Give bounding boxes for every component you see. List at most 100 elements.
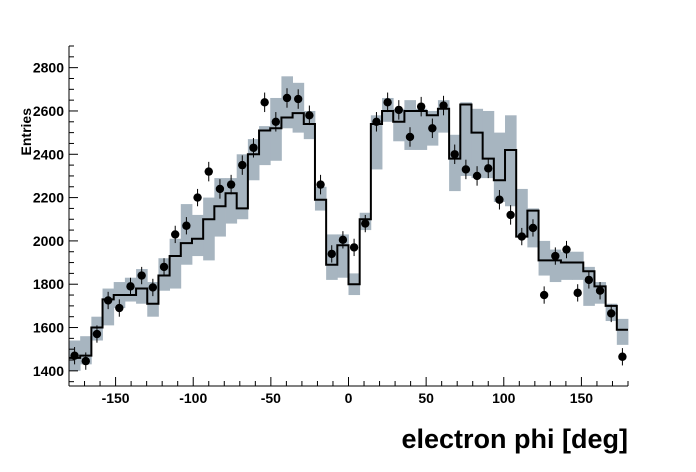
y-tick-label: 2800 <box>33 60 64 76</box>
band-bin <box>80 336 92 365</box>
band-bin <box>225 178 238 224</box>
data-point <box>517 227 526 246</box>
data-point <box>226 174 236 195</box>
data-point <box>171 225 180 244</box>
data-marker <box>70 351 79 360</box>
data-point <box>484 158 493 179</box>
data-point <box>416 96 426 117</box>
data-marker <box>394 105 404 115</box>
data-point <box>137 266 146 285</box>
y-axis-ticks: 1400 1600 1800 2000 2200 2400 2600 2800 <box>33 45 78 383</box>
band-bin <box>337 234 349 278</box>
data-point <box>450 144 459 165</box>
data-marker <box>249 143 258 152</box>
y-tick-label: 2000 <box>33 233 64 249</box>
band-bin <box>516 188 528 237</box>
band-bin <box>136 269 148 304</box>
data-marker <box>428 124 437 133</box>
band-bin <box>247 139 260 181</box>
data-point <box>405 127 415 147</box>
data-point <box>383 92 392 113</box>
data-marker <box>573 288 582 298</box>
data-point <box>182 217 191 235</box>
data-marker <box>361 219 370 228</box>
data-point <box>249 138 258 158</box>
band-bin <box>370 115 383 170</box>
data-marker <box>81 356 90 366</box>
data-marker <box>383 98 392 107</box>
data-point <box>316 174 325 195</box>
data-marker <box>260 98 269 107</box>
data-point <box>115 299 124 317</box>
data-marker <box>450 150 459 159</box>
data-marker <box>484 164 493 173</box>
data-marker <box>562 245 571 254</box>
data-point <box>103 291 113 310</box>
data-marker <box>528 223 538 233</box>
data-marker <box>595 286 605 295</box>
data-point <box>126 277 135 296</box>
data-point <box>282 88 292 108</box>
x-axis-ticks: -150 -100 -50 0 50 100 150 <box>68 377 629 406</box>
data-point <box>204 161 213 182</box>
data-point <box>92 325 102 343</box>
data-points-series <box>70 88 627 370</box>
data-point <box>338 231 348 249</box>
data-marker <box>103 296 113 305</box>
band-bin <box>236 154 249 220</box>
data-marker <box>461 165 471 174</box>
data-point <box>349 238 359 257</box>
data-point <box>461 159 471 180</box>
data-point <box>70 347 79 365</box>
y-tick-label: 2400 <box>33 146 64 162</box>
data-marker <box>148 283 158 292</box>
x-tick-label: -150 <box>102 390 130 406</box>
data-point <box>159 258 169 276</box>
band-bin <box>572 251 584 280</box>
band-bin <box>460 102 472 176</box>
x-tick-label: -50 <box>261 390 281 406</box>
data-point <box>293 89 303 109</box>
y-tick-label: 2200 <box>33 190 64 206</box>
data-point <box>573 284 582 302</box>
data-point <box>528 219 538 237</box>
data-marker <box>305 111 314 120</box>
data-marker <box>282 93 292 103</box>
data-marker <box>338 235 348 245</box>
data-marker <box>372 117 381 127</box>
band-bin <box>393 108 405 142</box>
data-marker <box>115 303 124 313</box>
band-bin <box>214 178 226 237</box>
data-point <box>361 214 370 233</box>
band-bin <box>259 126 271 166</box>
band-bin <box>482 110 495 179</box>
data-point <box>238 155 247 175</box>
data-point <box>327 245 336 263</box>
data-marker <box>539 290 549 300</box>
y-tick-label: 1600 <box>33 320 64 336</box>
data-marker <box>517 232 526 241</box>
data-point <box>618 348 627 366</box>
data-marker <box>327 249 336 259</box>
data-marker <box>405 132 415 142</box>
data-point <box>584 271 594 289</box>
y-tick-label: 1800 <box>33 276 64 292</box>
data-point <box>215 179 225 199</box>
data-marker <box>349 243 359 252</box>
data-marker <box>193 193 202 202</box>
data-marker <box>618 352 627 361</box>
data-marker <box>204 167 213 176</box>
band-bin <box>203 197 215 261</box>
y-tick-label: 2600 <box>33 103 64 119</box>
data-point <box>551 247 560 265</box>
data-marker <box>607 309 616 318</box>
band-bin <box>147 282 159 317</box>
data-point <box>495 190 504 210</box>
data-marker <box>226 180 236 189</box>
data-marker <box>316 180 325 189</box>
x-tick-label: 50 <box>418 390 434 406</box>
data-point <box>271 112 281 132</box>
band-bin <box>549 249 562 283</box>
data-point <box>439 95 448 116</box>
